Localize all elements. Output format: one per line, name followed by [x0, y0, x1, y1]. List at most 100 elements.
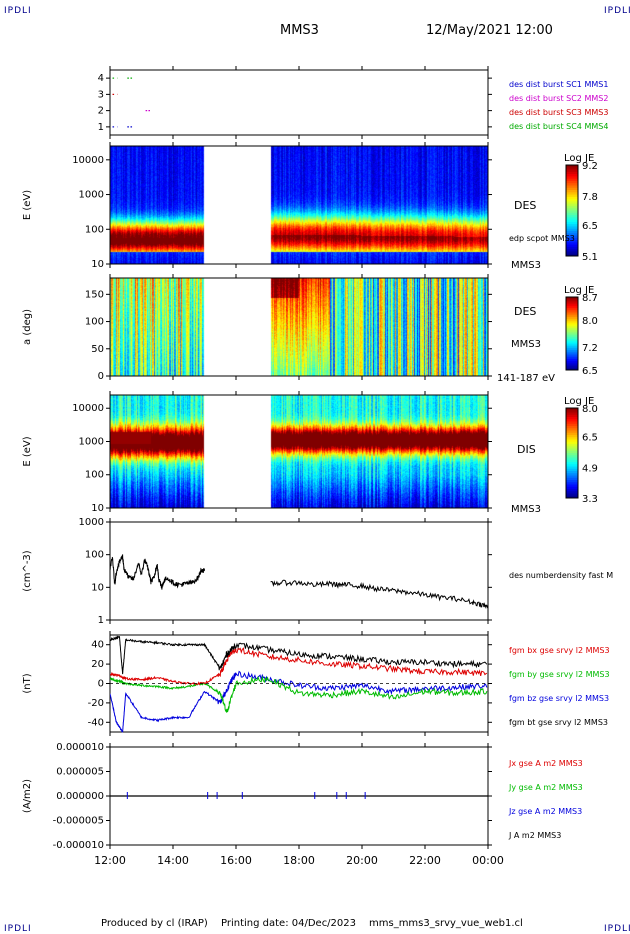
des-pitch-colorbar-swatch — [566, 313, 578, 316]
des-energy-colorbar-swatch — [566, 185, 578, 189]
dis-energy-colorbar-swatch — [566, 491, 578, 494]
current-density-ytick-label: 0.000000 — [56, 791, 104, 802]
density-ylabel: (cm^-3) — [22, 550, 33, 591]
dis-energy-label: DIS — [517, 443, 536, 456]
des-energy-colorbar-swatch — [566, 233, 578, 236]
des-pitch-colorbar-swatch — [566, 307, 578, 311]
des-energy-colorbar-frame — [565, 164, 579, 257]
dis-energy-ytick-label: 10000 — [72, 403, 104, 414]
bfield-series-line — [110, 670, 488, 733]
des-pitch-colorbar-swatch — [566, 317, 578, 320]
des-energy-colorbar-swatch — [566, 228, 578, 232]
dis-energy-colorbar-swatch — [566, 412, 578, 416]
dis-energy-colorbar-swatch — [566, 419, 578, 422]
des-energy-colorbar-tick: 5.1 — [582, 252, 598, 263]
des-energy-colorbar-swatch — [566, 187, 578, 191]
dis-energy-colorbar-swatch — [566, 410, 578, 413]
dis-energy-colorbar-swatch — [566, 459, 578, 463]
dis-energy-colorbar-swatch — [566, 482, 578, 485]
burst-legend-entry: des dist burst SC3 MMS3 — [509, 108, 608, 117]
mission-title: MMS3 — [280, 23, 319, 38]
des-pitch-colorbar-swatch — [566, 353, 578, 356]
des-pitch-label: DES — [514, 305, 536, 318]
des-energy-colorbar-swatch — [566, 167, 578, 170]
des-energy-colorbar-swatch — [566, 219, 578, 223]
des-energy-colorbar-swatch — [566, 165, 578, 168]
dis-energy-colorbar-swatch — [566, 446, 578, 449]
density-series-line — [270, 579, 488, 609]
magnetic-field-ylabel: (nT) — [22, 673, 33, 693]
footer-file: mms_mms3_srvy_vue_web1.cl — [369, 918, 523, 929]
des-energy-colorbar-tick: 6.5 — [582, 221, 598, 232]
des-pitch-spectrogram — [110, 278, 488, 376]
dis-energy-ytick-label: 1000 — [79, 436, 104, 447]
dis-energy-colorbar-swatch — [566, 437, 578, 440]
des-energy-colorbar-swatch — [566, 235, 578, 239]
density-ytick-label: 1 — [98, 615, 104, 626]
des-pitch-colorbar-tick: 6.5 — [582, 366, 598, 377]
des-pitch-colorbar-swatch — [566, 328, 578, 331]
burst-ytick-label: 2 — [98, 106, 104, 117]
des-pitch-label-2: MMS3 — [511, 339, 541, 350]
current-density-ytick-label: -0.000010 — [53, 840, 104, 851]
des-energy-label-3: MMS3 — [511, 260, 541, 271]
dis-energy-colorbar-swatch — [566, 495, 578, 499]
des-energy-colorbar-tick: 7.8 — [582, 192, 598, 203]
des-energy-colorbar-swatch — [566, 230, 578, 234]
des-pitch-colorbar-swatch — [566, 337, 578, 340]
current-density-ytick-label: 0.000010 — [56, 742, 104, 753]
burst-legend-entry: des dist burst SC2 MMS2 — [509, 94, 608, 103]
des-pitch-colorbar-swatch — [566, 326, 578, 329]
des-pitch-colorbar-swatch — [566, 360, 578, 364]
magnetic-field-ytick-label: 20 — [91, 659, 104, 670]
des-energy-colorbar-swatch — [566, 169, 578, 173]
bfield-legend-entry: fgm bt gse srvy l2 MMS3 — [509, 718, 608, 727]
des-pitch-colorbar-swatch — [566, 351, 578, 354]
dis-energy-colorbar-swatch — [566, 475, 578, 479]
des-pitch-colorbar-swatch — [566, 333, 578, 336]
des-pitch-colorbar-swatch — [566, 304, 578, 307]
des-pitch-colorbar-swatch — [566, 355, 578, 358]
corner-label-bottom-right: IPDLI — [604, 924, 630, 934]
des-energy-colorbar-swatch — [566, 183, 578, 186]
des-pitch-colorbar-swatch — [566, 349, 578, 353]
time-axis-label: 16:00 — [220, 854, 252, 867]
des-energy-colorbar-swatch — [566, 199, 578, 202]
des-energy-colorbar-swatch — [566, 201, 578, 205]
current-legend-entry: J A m2 MMS3 — [508, 831, 561, 840]
dis-energy-colorbar-tick: 3.3 — [582, 494, 598, 505]
current-density-ylabel: (A/m2) — [22, 779, 33, 813]
des-pitch-colorbar-swatch — [566, 298, 578, 302]
des-energy-colorbar-swatch — [566, 196, 578, 200]
dis-energy-colorbar-swatch — [566, 444, 578, 447]
corner-label-bottom-left: IPDLI — [4, 924, 32, 934]
dis-energy-colorbar-swatch — [566, 486, 578, 490]
des-energy-ytick-label: 100 — [85, 224, 104, 235]
des-pitch-ytick-label: 150 — [85, 289, 104, 300]
burst-ytick-label: 4 — [98, 73, 104, 84]
density-legend-entry: des numberdensity fast M — [509, 571, 613, 580]
des-pitch-label-3: 141-187 eV — [497, 373, 555, 384]
current-density-ytick-label: -0.000005 — [53, 816, 104, 827]
magnetic-field-ytick-label: -20 — [88, 698, 104, 709]
density-ytick-label: 100 — [85, 550, 104, 561]
dis-energy-colorbar-swatch — [566, 448, 578, 452]
des-pitch-colorbar-swatch — [566, 322, 578, 325]
dis-energy-colorbar-tick: 8.0 — [582, 404, 598, 415]
dis-energy-ytick-label: 100 — [85, 470, 104, 481]
magnetic-field-ytick-label: 40 — [91, 640, 104, 651]
des-energy-colorbar-swatch — [566, 208, 578, 211]
dis-energy-colorbar-swatch — [566, 450, 578, 454]
dis-energy-colorbar-swatch — [566, 432, 578, 436]
des-energy-colorbar-swatch — [566, 194, 578, 198]
bfield-legend-entry: fgm bx gse srvy l2 MMS3 — [509, 646, 610, 655]
dis-energy-colorbar-swatch — [566, 441, 578, 445]
density-series-line — [110, 554, 205, 590]
burst-ytick-label: 1 — [98, 122, 104, 133]
dis-energy-colorbar-swatch — [566, 417, 578, 420]
des-energy-ytick-label: 10 — [91, 259, 104, 270]
des-pitch-colorbar-swatch — [566, 340, 578, 344]
des-pitch-ytick-label: 50 — [91, 344, 104, 355]
dis-energy-colorbar-swatch — [566, 421, 578, 425]
